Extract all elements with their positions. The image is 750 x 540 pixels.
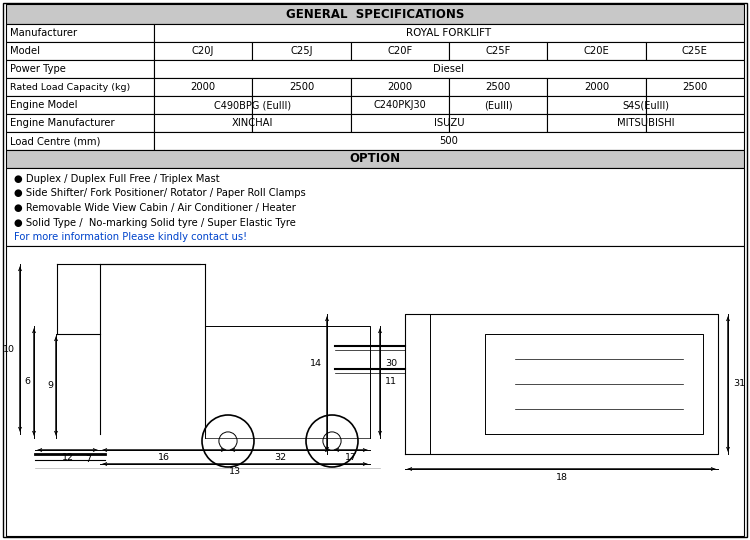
Bar: [6, 78, 154, 96]
Text: Engine Manufacturer: Engine Manufacturer: [10, 118, 115, 128]
Bar: [6, 4, 744, 24]
Bar: [154, 60, 744, 78]
Text: MITSUBISHI: MITSUBISHI: [617, 118, 674, 128]
Bar: [154, 42, 252, 60]
Bar: [449, 114, 548, 132]
Bar: [252, 96, 351, 114]
Bar: [548, 96, 646, 114]
Bar: [351, 78, 449, 96]
Bar: [6, 114, 154, 132]
Bar: [6, 246, 744, 536]
Text: C20J: C20J: [192, 46, 214, 56]
Text: 2500: 2500: [682, 82, 707, 92]
Bar: [548, 42, 646, 60]
Text: 9: 9: [47, 381, 53, 390]
Text: 2000: 2000: [387, 82, 412, 92]
Text: (EuIII): (EuIII): [484, 100, 512, 110]
Bar: [351, 42, 449, 60]
Text: C25J: C25J: [290, 46, 313, 56]
Text: Manufacturer: Manufacturer: [10, 28, 77, 38]
Bar: [548, 78, 646, 96]
Bar: [6, 168, 744, 246]
Bar: [548, 114, 646, 132]
Text: 2500: 2500: [289, 82, 314, 92]
Text: XINCHAI: XINCHAI: [232, 118, 273, 128]
Text: C20E: C20E: [584, 46, 609, 56]
Bar: [6, 24, 154, 42]
Text: ● Solid Type /  No-marking Solid tyre / Super Elastic Tyre: ● Solid Type / No-marking Solid tyre / S…: [14, 218, 296, 227]
Bar: [351, 114, 449, 132]
Text: C490BPG (EuIII): C490BPG (EuIII): [214, 100, 291, 110]
Text: ● Side Shifter/ Fork Positioner/ Rotator / Paper Roll Clamps: ● Side Shifter/ Fork Positioner/ Rotator…: [14, 188, 306, 199]
Text: 2000: 2000: [190, 82, 216, 92]
Text: Load Centre (mm): Load Centre (mm): [10, 136, 101, 146]
Bar: [6, 132, 154, 150]
Text: ● Removable Wide View Cabin / Air Conditioner / Heater: ● Removable Wide View Cabin / Air Condit…: [14, 203, 296, 213]
Text: 13: 13: [229, 468, 241, 476]
Text: 17: 17: [345, 454, 357, 462]
Text: Rated Load Capacity (kg): Rated Load Capacity (kg): [10, 83, 130, 91]
Bar: [449, 96, 548, 114]
Text: 14: 14: [310, 359, 322, 368]
Text: 12: 12: [62, 454, 74, 462]
Text: C25E: C25E: [682, 46, 708, 56]
Text: ISUZU: ISUZU: [433, 118, 464, 128]
Text: 31: 31: [733, 380, 745, 388]
Bar: [154, 132, 744, 150]
Bar: [252, 78, 351, 96]
Text: ● Duplex / Duplex Full Free / Triplex Mast: ● Duplex / Duplex Full Free / Triplex Ma…: [14, 174, 220, 184]
Bar: [646, 114, 744, 132]
Bar: [449, 42, 548, 60]
Bar: [646, 42, 744, 60]
Bar: [154, 78, 252, 96]
Bar: [6, 42, 154, 60]
Text: 16: 16: [158, 454, 170, 462]
Text: Engine Model: Engine Model: [10, 100, 77, 110]
Text: Power Type: Power Type: [10, 64, 66, 74]
Text: ROYAL FORKLIFT: ROYAL FORKLIFT: [406, 28, 491, 38]
Text: C240PKJ30: C240PKJ30: [374, 100, 426, 110]
Text: For more information Please kindly contact us!: For more information Please kindly conta…: [14, 232, 248, 242]
Text: 11: 11: [385, 377, 397, 387]
Bar: [154, 96, 252, 114]
Text: 32: 32: [274, 454, 286, 462]
Bar: [154, 24, 744, 42]
Bar: [6, 96, 154, 114]
Bar: [6, 150, 744, 168]
Bar: [6, 60, 154, 78]
Bar: [252, 42, 351, 60]
Text: 10: 10: [3, 345, 15, 354]
Bar: [154, 114, 252, 132]
Text: 7: 7: [85, 455, 91, 463]
Text: Diesel: Diesel: [433, 64, 464, 74]
Text: 2000: 2000: [584, 82, 609, 92]
Bar: [252, 114, 351, 132]
Text: Model: Model: [10, 46, 40, 56]
Text: 18: 18: [556, 474, 568, 483]
Text: 30: 30: [385, 359, 397, 368]
Text: OPTION: OPTION: [350, 152, 400, 165]
Bar: [449, 78, 548, 96]
Text: 500: 500: [440, 136, 458, 146]
Text: C25F: C25F: [485, 46, 511, 56]
Text: C20F: C20F: [387, 46, 412, 56]
Bar: [646, 96, 744, 114]
Bar: [351, 96, 449, 114]
Text: 6: 6: [24, 377, 30, 387]
Text: GENERAL  SPECIFICATIONS: GENERAL SPECIFICATIONS: [286, 8, 464, 21]
Bar: [646, 78, 744, 96]
Text: S4S(EuIII): S4S(EuIII): [622, 100, 669, 110]
Text: 2500: 2500: [485, 82, 511, 92]
